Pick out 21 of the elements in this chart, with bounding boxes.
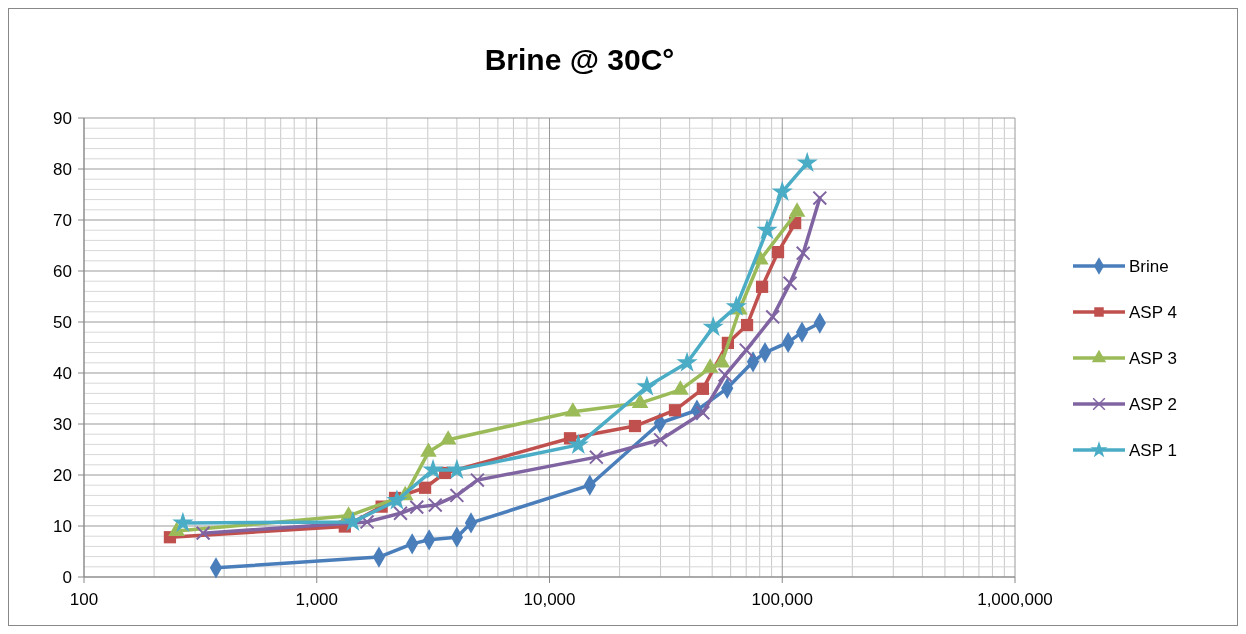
y-tick-label: 20	[53, 466, 72, 485]
legend-label: ASP 4	[1129, 303, 1177, 322]
y-tick-label: 50	[53, 313, 72, 332]
legend-label: ASP 3	[1129, 349, 1177, 368]
legend-label: ASP 1	[1129, 441, 1177, 460]
y-tick-label: 0	[62, 568, 72, 587]
y-tick-label: 40	[53, 364, 72, 383]
y-tick-label: 70	[53, 211, 72, 230]
y-tick-label: 10	[53, 517, 72, 536]
x-tick-label: 100	[69, 590, 99, 609]
x-tick-label: 1,000	[295, 590, 339, 609]
y-tick-label: 60	[53, 262, 72, 281]
x-tick-label: 1,000,000	[977, 590, 1053, 609]
legend-label: ASP 2	[1129, 395, 1177, 414]
x-tick-label: 10,000	[523, 590, 576, 609]
x-tick-label: 100,000	[751, 590, 813, 609]
chart-title: Brine @ 30C°	[484, 43, 675, 76]
y-tick-label: 90	[53, 109, 72, 128]
y-tick-label: 30	[53, 415, 72, 434]
legend-label: Brine	[1129, 257, 1169, 276]
y-tick-label: 80	[53, 160, 72, 179]
